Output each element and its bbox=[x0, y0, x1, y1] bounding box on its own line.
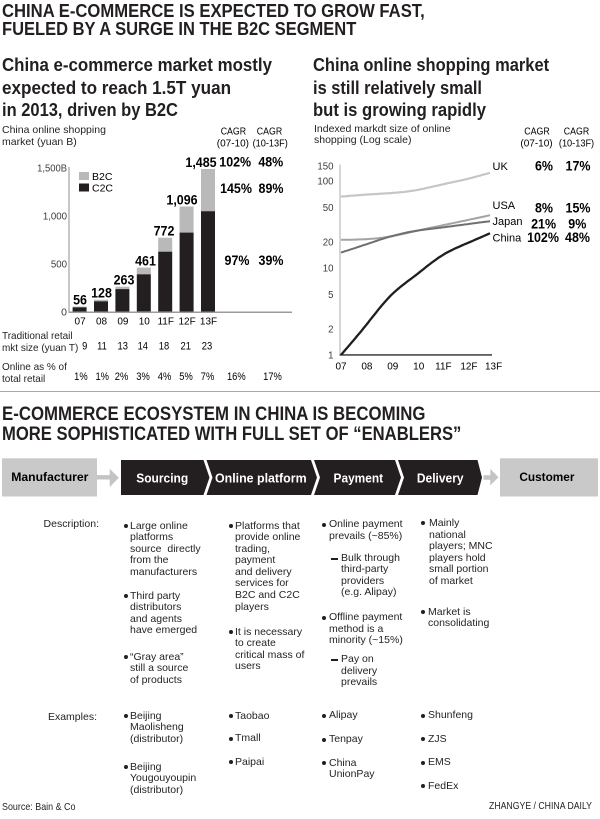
svg-text:10: 10 bbox=[413, 361, 424, 372]
svg-text:11F: 11F bbox=[435, 361, 451, 372]
svg-text:Manufacturer: Manufacturer bbox=[11, 470, 88, 484]
svg-text:UK: UK bbox=[493, 161, 509, 173]
svg-text:97%: 97% bbox=[225, 252, 250, 268]
svg-text:9: 9 bbox=[82, 341, 87, 353]
svg-text:18: 18 bbox=[159, 341, 170, 353]
svg-text:100: 100 bbox=[317, 176, 333, 187]
svg-text:11: 11 bbox=[97, 341, 107, 353]
svg-text:20: 20 bbox=[323, 237, 334, 248]
svg-text:(07-10): (07-10) bbox=[520, 138, 552, 149]
svg-text:16%: 16% bbox=[227, 371, 246, 383]
svg-text:6%: 6% bbox=[535, 158, 553, 174]
svg-text:4%: 4% bbox=[158, 371, 171, 383]
svg-text:11F: 11F bbox=[157, 316, 173, 327]
svg-text:12F: 12F bbox=[179, 316, 196, 327]
svg-text:1,096: 1,096 bbox=[166, 192, 197, 208]
svg-text:128: 128 bbox=[91, 285, 112, 301]
svg-text:56: 56 bbox=[73, 292, 87, 308]
svg-text:13F: 13F bbox=[485, 361, 502, 372]
svg-text:102%: 102% bbox=[219, 154, 251, 170]
svg-text:1,500B: 1,500B bbox=[37, 163, 67, 175]
svg-text:263: 263 bbox=[114, 272, 135, 288]
svg-text:CAGR: CAGR bbox=[257, 125, 283, 137]
svg-text:13: 13 bbox=[118, 341, 129, 353]
svg-text:7%: 7% bbox=[201, 371, 214, 383]
svg-text:10: 10 bbox=[323, 263, 334, 274]
svg-text:1%: 1% bbox=[95, 371, 108, 383]
svg-text:USA: USA bbox=[493, 200, 516, 212]
svg-text:CAGR: CAGR bbox=[564, 125, 590, 137]
svg-text:2: 2 bbox=[328, 324, 334, 335]
svg-text:CAGR: CAGR bbox=[221, 125, 247, 137]
svg-text:(10-13F): (10-13F) bbox=[559, 138, 594, 149]
svg-text:09: 09 bbox=[117, 316, 128, 327]
svg-text:50: 50 bbox=[323, 203, 334, 214]
svg-text:8%: 8% bbox=[535, 200, 553, 216]
svg-text:CAGR: CAGR bbox=[524, 125, 550, 137]
svg-text:39%: 39% bbox=[259, 252, 284, 268]
svg-text:2%: 2% bbox=[115, 371, 128, 383]
svg-text:48%: 48% bbox=[258, 154, 283, 170]
svg-text:Online platform: Online platform bbox=[215, 470, 307, 485]
svg-text:21%: 21% bbox=[531, 216, 556, 232]
svg-text:21: 21 bbox=[181, 341, 192, 353]
svg-text:(10-13F): (10-13F) bbox=[253, 138, 288, 149]
svg-text:772: 772 bbox=[154, 223, 175, 239]
svg-text:5: 5 bbox=[328, 290, 334, 301]
svg-text:500: 500 bbox=[51, 259, 67, 270]
svg-text:17%: 17% bbox=[263, 371, 282, 383]
svg-text:17%: 17% bbox=[566, 158, 591, 174]
svg-text:13F: 13F bbox=[200, 316, 217, 327]
svg-text:Sourcing: Sourcing bbox=[136, 471, 188, 486]
svg-text:14: 14 bbox=[138, 341, 149, 353]
svg-text:1,485: 1,485 bbox=[185, 154, 216, 170]
svg-text:07: 07 bbox=[75, 316, 86, 327]
svg-text:10: 10 bbox=[139, 316, 150, 327]
svg-text:B2C: B2C bbox=[92, 171, 113, 183]
svg-text:China: China bbox=[493, 233, 523, 245]
svg-text:23: 23 bbox=[202, 341, 213, 353]
svg-text:Delivery: Delivery bbox=[417, 471, 464, 486]
svg-text:15%: 15% bbox=[566, 200, 591, 216]
svg-text:48%: 48% bbox=[565, 229, 590, 245]
svg-text:Japan: Japan bbox=[493, 216, 523, 228]
svg-text:C2C: C2C bbox=[92, 182, 113, 194]
svg-text:(07-10): (07-10) bbox=[217, 138, 249, 149]
svg-text:12F: 12F bbox=[460, 361, 477, 372]
svg-text:Payment: Payment bbox=[334, 471, 384, 486]
svg-text:3%: 3% bbox=[136, 371, 149, 383]
svg-text:1%: 1% bbox=[74, 371, 87, 383]
svg-text:461: 461 bbox=[135, 253, 156, 269]
svg-text:07: 07 bbox=[335, 361, 346, 372]
svg-text:1: 1 bbox=[328, 350, 334, 361]
svg-text:102%: 102% bbox=[527, 229, 559, 245]
svg-text:145%: 145% bbox=[220, 180, 252, 196]
svg-text:08: 08 bbox=[361, 361, 372, 372]
svg-text:Customer: Customer bbox=[519, 470, 574, 484]
svg-text:9%: 9% bbox=[568, 216, 586, 232]
svg-text:5%: 5% bbox=[179, 371, 192, 383]
svg-text:09: 09 bbox=[387, 361, 398, 372]
svg-text:150: 150 bbox=[317, 161, 333, 172]
svg-text:0: 0 bbox=[61, 307, 67, 319]
svg-text:89%: 89% bbox=[259, 180, 284, 196]
svg-text:08: 08 bbox=[96, 316, 107, 327]
svg-text:1,000: 1,000 bbox=[43, 211, 68, 222]
